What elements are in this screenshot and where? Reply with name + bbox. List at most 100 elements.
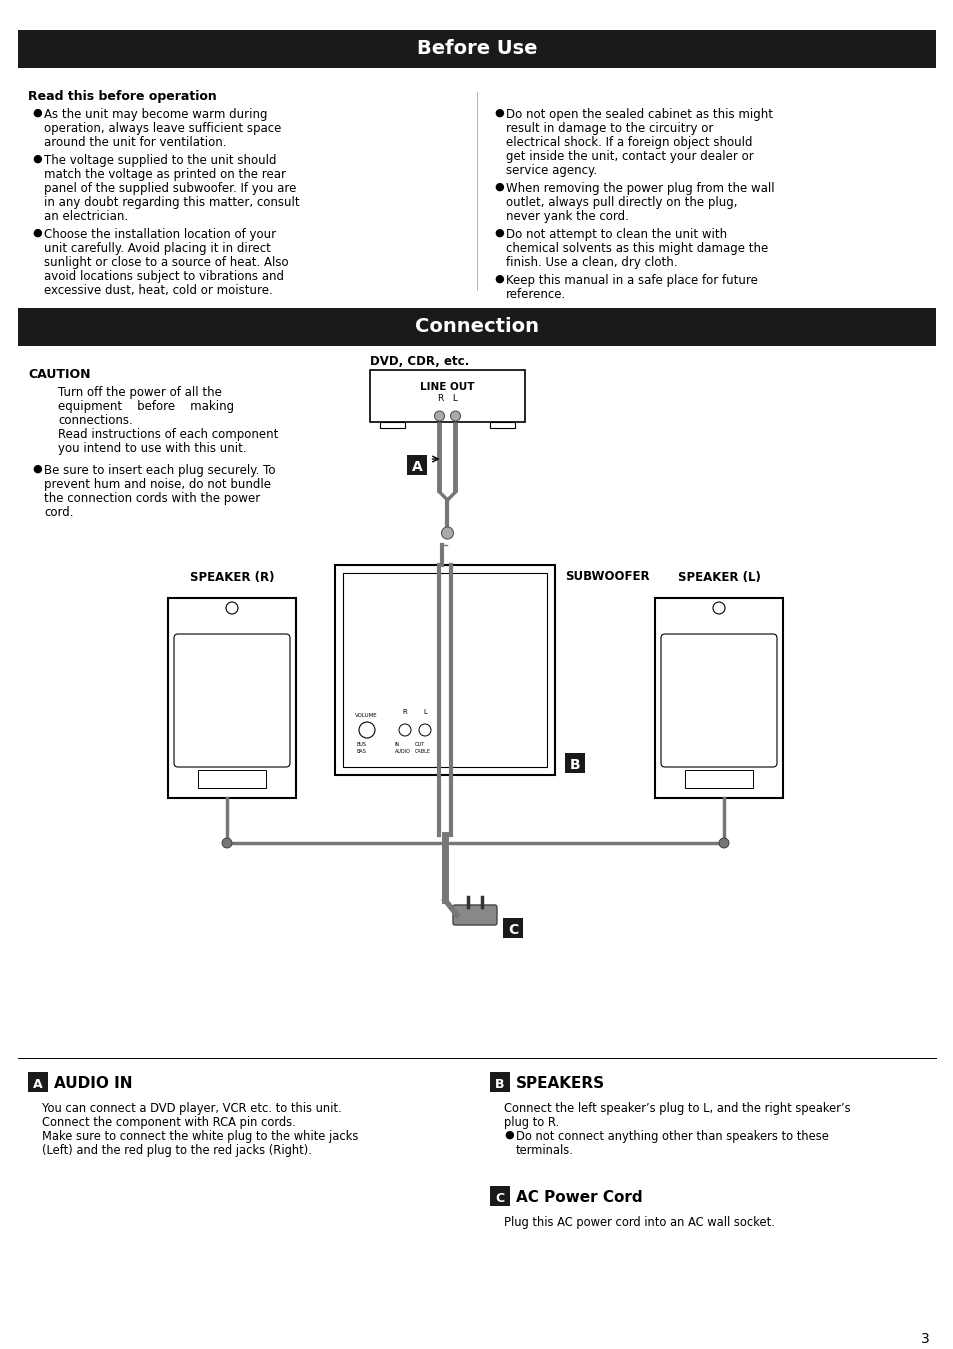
- Text: Connection: Connection: [415, 317, 538, 336]
- Bar: [168, 598, 295, 799]
- Text: the connection cords with the power: the connection cords with the power: [44, 492, 260, 505]
- Text: BAS: BAS: [356, 749, 367, 754]
- Text: R: R: [402, 710, 407, 715]
- Bar: [502, 919, 522, 938]
- Text: ●: ●: [32, 228, 42, 237]
- Text: reference.: reference.: [505, 287, 566, 301]
- Text: CAUTION: CAUTION: [28, 368, 91, 380]
- Text: Connect the component with RCA pin cords.: Connect the component with RCA pin cords…: [42, 1116, 295, 1129]
- Text: cord.: cord.: [44, 506, 73, 519]
- Text: an electrician.: an electrician.: [44, 210, 128, 223]
- Circle shape: [418, 724, 431, 737]
- Text: ●: ●: [32, 154, 42, 165]
- Bar: [198, 770, 266, 788]
- Text: SPEAKERS: SPEAKERS: [516, 1075, 604, 1090]
- FancyBboxPatch shape: [453, 905, 497, 925]
- Bar: [407, 455, 427, 475]
- Bar: [370, 370, 524, 422]
- Text: AUDIO IN: AUDIO IN: [54, 1075, 132, 1090]
- Text: B: B: [569, 758, 579, 772]
- Circle shape: [712, 602, 724, 614]
- Text: When removing the power plug from the wall: When removing the power plug from the wa…: [505, 182, 774, 196]
- Text: panel of the supplied subwoofer. If you are: panel of the supplied subwoofer. If you …: [44, 182, 296, 196]
- Text: never yank the cord.: never yank the cord.: [505, 210, 628, 223]
- Text: Do not connect anything other than speakers to these: Do not connect anything other than speak…: [516, 1130, 828, 1143]
- Text: Before Use: Before Use: [416, 39, 537, 58]
- Text: SPEAKER (L): SPEAKER (L): [677, 571, 760, 584]
- Text: C: C: [495, 1191, 504, 1205]
- Text: SUBWOOFER: SUBWOOFER: [564, 571, 649, 583]
- Text: outlet, always pull directly on the plug,: outlet, always pull directly on the plug…: [505, 196, 737, 209]
- Text: Plug this AC power cord into an AC wall socket.: Plug this AC power cord into an AC wall …: [503, 1215, 774, 1229]
- Text: plug to R.: plug to R.: [503, 1116, 558, 1129]
- Text: ●: ●: [32, 108, 42, 117]
- FancyBboxPatch shape: [173, 634, 290, 768]
- Bar: [655, 598, 782, 799]
- Circle shape: [398, 724, 411, 737]
- Text: service agency.: service agency.: [505, 165, 597, 177]
- Text: AUDIO: AUDIO: [395, 749, 411, 754]
- Text: A: A: [412, 460, 422, 473]
- Text: L: L: [422, 710, 427, 715]
- Circle shape: [226, 602, 237, 614]
- Text: SPEAKER (R): SPEAKER (R): [190, 571, 274, 584]
- Text: 3: 3: [921, 1331, 929, 1346]
- Text: AC Power Cord: AC Power Cord: [516, 1190, 642, 1205]
- Text: terminals.: terminals.: [516, 1144, 574, 1157]
- Text: The voltage supplied to the unit should: The voltage supplied to the unit should: [44, 154, 276, 167]
- Text: unit carefully. Avoid placing it in direct: unit carefully. Avoid placing it in dire…: [44, 241, 271, 255]
- Text: BUS: BUS: [356, 742, 367, 747]
- Text: VOLUME: VOLUME: [355, 714, 377, 718]
- Bar: [335, 565, 555, 774]
- Text: (Left) and the red plug to the red jacks (Right).: (Left) and the red plug to the red jacks…: [42, 1144, 312, 1157]
- Text: Read instructions of each component: Read instructions of each component: [58, 428, 278, 441]
- Text: excessive dust, heat, cold or moisture.: excessive dust, heat, cold or moisture.: [44, 285, 273, 297]
- Circle shape: [222, 838, 232, 849]
- Text: in any doubt regarding this matter, consult: in any doubt regarding this matter, cons…: [44, 196, 299, 209]
- Text: sunlight or close to a source of heat. Also: sunlight or close to a source of heat. A…: [44, 256, 289, 268]
- Text: you intend to use with this unit.: you intend to use with this unit.: [58, 442, 247, 455]
- Circle shape: [441, 527, 453, 540]
- Text: ●: ●: [494, 228, 503, 237]
- Text: A: A: [33, 1078, 43, 1090]
- Text: match the voltage as printed on the rear: match the voltage as printed on the rear: [44, 169, 286, 181]
- Text: You can connect a DVD player, VCR etc. to this unit.: You can connect a DVD player, VCR etc. t…: [42, 1102, 341, 1116]
- Bar: [18, 30, 935, 67]
- Text: ●: ●: [494, 182, 503, 192]
- Bar: [490, 1072, 510, 1091]
- Text: B: B: [495, 1078, 504, 1090]
- Text: get inside the unit, contact your dealer or: get inside the unit, contact your dealer…: [505, 150, 753, 163]
- Text: LINE OUT: LINE OUT: [420, 382, 475, 393]
- Text: Connect the left speaker’s plug to L, and the right speaker’s: Connect the left speaker’s plug to L, an…: [503, 1102, 850, 1116]
- Text: Read this before operation: Read this before operation: [28, 90, 216, 103]
- Circle shape: [719, 838, 728, 849]
- Text: ●: ●: [494, 274, 503, 285]
- Text: chemical solvents as this might damage the: chemical solvents as this might damage t…: [505, 241, 767, 255]
- Text: Do not attempt to clean the unit with: Do not attempt to clean the unit with: [505, 228, 726, 241]
- Text: connections.: connections.: [58, 414, 132, 428]
- Text: avoid locations subject to vibrations and: avoid locations subject to vibrations an…: [44, 270, 284, 283]
- Bar: [564, 753, 584, 773]
- Text: DVD, CDR, etc.: DVD, CDR, etc.: [370, 355, 469, 368]
- Bar: [379, 422, 405, 428]
- Text: operation, always leave sufficient space: operation, always leave sufficient space: [44, 121, 281, 135]
- Text: ●: ●: [503, 1130, 514, 1140]
- Circle shape: [434, 411, 444, 421]
- Circle shape: [358, 722, 375, 738]
- Text: Make sure to connect the white plug to the white jacks: Make sure to connect the white plug to t…: [42, 1130, 358, 1143]
- Bar: [490, 1186, 510, 1206]
- Circle shape: [450, 411, 460, 421]
- Text: Choose the installation location of your: Choose the installation location of your: [44, 228, 275, 241]
- Text: finish. Use a clean, dry cloth.: finish. Use a clean, dry cloth.: [505, 256, 677, 268]
- Bar: [28, 1072, 48, 1091]
- Text: CABLE: CABLE: [415, 749, 431, 754]
- Text: ●: ●: [32, 464, 42, 473]
- Text: IN: IN: [395, 742, 400, 747]
- Text: result in damage to the circuitry or: result in damage to the circuitry or: [505, 121, 713, 135]
- Text: As the unit may become warm during: As the unit may become warm during: [44, 108, 267, 121]
- Text: prevent hum and noise, do not bundle: prevent hum and noise, do not bundle: [44, 478, 271, 491]
- Text: Turn off the power of all the: Turn off the power of all the: [58, 386, 222, 399]
- FancyBboxPatch shape: [660, 634, 776, 768]
- Bar: [684, 770, 752, 788]
- Text: C: C: [507, 923, 517, 938]
